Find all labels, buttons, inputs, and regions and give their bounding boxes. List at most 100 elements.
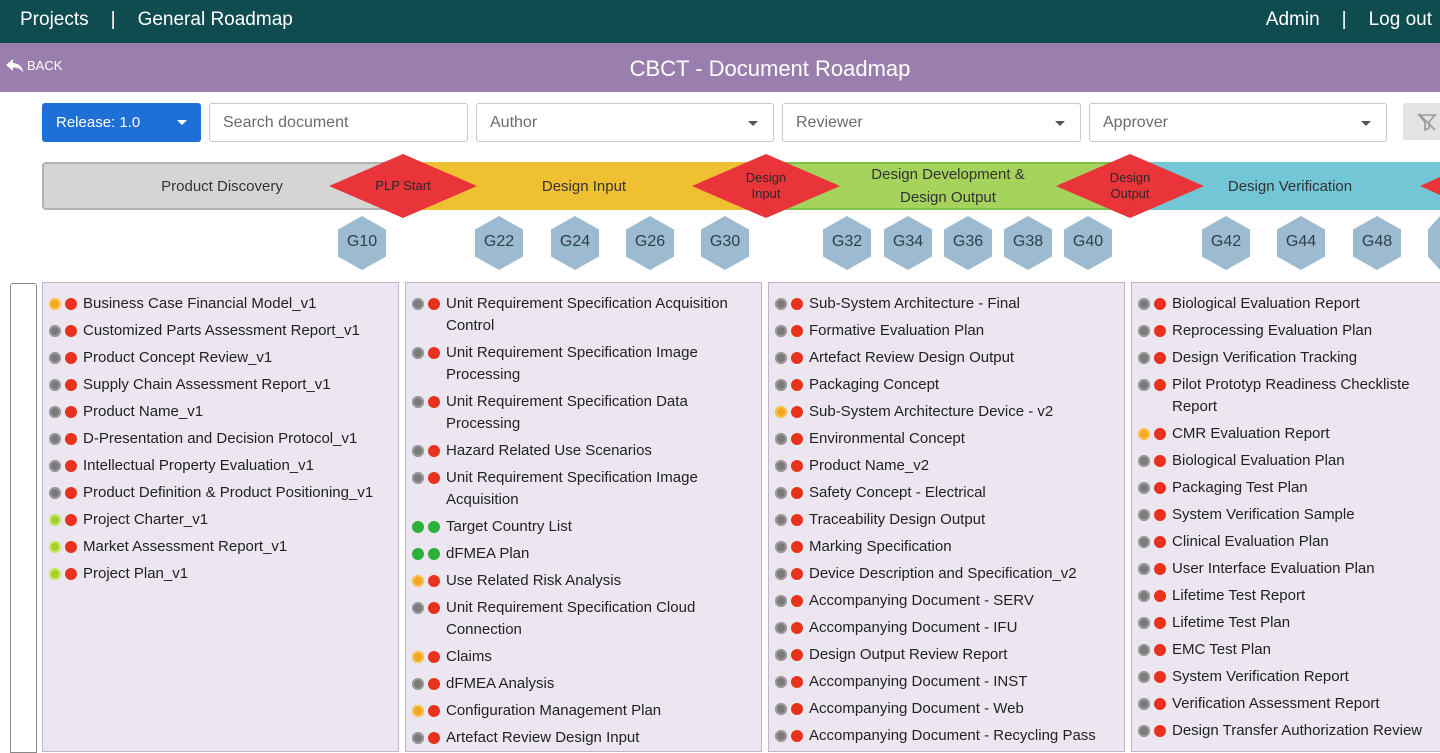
document-item[interactable]: Formative Evaluation Plan (775, 320, 1118, 342)
status-dot (428, 445, 440, 457)
document-item[interactable]: Device Description and Specification_v2 (775, 563, 1118, 585)
gate-g38[interactable]: G38 (1004, 216, 1052, 270)
document-item[interactable]: Accompanying Document - SERV (775, 590, 1118, 612)
logout-link[interactable]: Log out (1368, 9, 1432, 30)
document-item[interactable]: dFMEA Analysis (412, 673, 755, 695)
document-item[interactable]: Use Related Risk Analysis (412, 570, 755, 592)
admin-link[interactable]: Admin (1265, 9, 1320, 30)
author-select[interactable]: Author (476, 103, 774, 142)
gate-g44[interactable]: G44 (1277, 216, 1325, 270)
collapse-panel-toggle[interactable] (10, 283, 37, 753)
gate-g32[interactable]: G32 (823, 216, 871, 270)
document-item[interactable]: Supply Chain Assessment Report_v1 (49, 374, 392, 396)
document-item[interactable]: Environmental Concept (775, 428, 1118, 450)
document-item[interactable]: Target Country List (412, 516, 755, 538)
document-item[interactable]: Customized Parts Assessment Report_v1 (49, 320, 392, 342)
gate-g22[interactable]: G22 (475, 216, 523, 270)
status-indicators (412, 597, 440, 614)
document-item[interactable]: Safety Concept - Electrical (775, 482, 1118, 504)
document-item[interactable]: Artefact Review Design Output (775, 347, 1118, 369)
document-item[interactable]: Intellectual Property Evaluation_v1 (49, 455, 392, 477)
document-name: User Interface Evaluation Plan (1172, 560, 1375, 577)
gate-g26[interactable]: G26 (626, 216, 674, 270)
document-item[interactable]: Business Case Financial Model_v1 (49, 293, 392, 315)
document-item[interactable]: System Verification Report (1138, 666, 1440, 688)
document-item[interactable]: Lifetime Test Report (1138, 585, 1440, 607)
projects-link[interactable]: Projects (20, 9, 89, 30)
document-item[interactable]: Design Output Review Report (775, 644, 1118, 666)
approver-select[interactable]: Approver (1089, 103, 1387, 142)
general-roadmap-link[interactable]: General Roadmap (137, 9, 293, 30)
document-item[interactable]: Summative Evaluation Plan (1138, 747, 1440, 751)
status-dot (428, 521, 440, 533)
clear-filter-button[interactable] (1403, 103, 1440, 140)
document-item[interactable]: Design Transfer Authorization Review (1138, 720, 1440, 742)
search-document-input[interactable]: Search document (209, 103, 468, 142)
document-item[interactable]: Design Verification Tracking (1138, 347, 1440, 369)
gate-g48[interactable]: G48 (1353, 216, 1401, 270)
document-item[interactable]: Artefact Review Design Input (412, 727, 755, 749)
document-item[interactable]: Reprocessing Evaluation Plan (1138, 320, 1440, 342)
status-dot (428, 347, 440, 359)
document-item[interactable]: Unit Requirement Specification Cloud Con… (412, 597, 755, 641)
status-indicators (775, 293, 803, 310)
document-item[interactable]: Accompanying Document - IFU (775, 617, 1118, 639)
gate-label: G26 (634, 233, 666, 250)
document-item[interactable]: Pilot Prototyp Readiness Checkliste Repo… (1138, 374, 1440, 418)
gate-g34[interactable]: G34 (884, 216, 932, 270)
document-item[interactable]: Packaging Concept (775, 374, 1118, 396)
document-item[interactable]: Unit Requirement Specification Acquisiti… (412, 293, 755, 337)
document-item[interactable]: Sub-System Architecture Device - v2 (775, 401, 1118, 423)
document-item[interactable]: Biological Evaluation Plan (1138, 450, 1440, 472)
status-dot (1154, 617, 1166, 629)
document-name: Claims (446, 648, 492, 665)
document-item[interactable]: Market Assessment Report_v1 (49, 536, 392, 558)
hexagon-shape (338, 216, 386, 270)
document-item[interactable]: Claims (412, 646, 755, 668)
status-indicators (775, 590, 803, 607)
document-item[interactable]: Marking Specification (775, 536, 1118, 558)
document-item[interactable]: Product Name_v1 (49, 401, 392, 423)
document-item[interactable]: Project Plan_v1 (49, 563, 392, 585)
document-item[interactable]: Project Charter_v1 (49, 509, 392, 531)
document-item[interactable]: Unit Requirement Specification Image Acq… (412, 467, 755, 511)
document-item[interactable]: Product Name_v2 (775, 455, 1118, 477)
gate-g30[interactable]: G30 (701, 216, 749, 270)
document-item[interactable]: EMC Test Plan (1138, 639, 1440, 661)
status-dot (65, 514, 77, 526)
document-item[interactable]: Biological Evaluation Report (1138, 293, 1440, 315)
document-item[interactable]: D-Presentation and Decision Protocol_v1 (49, 428, 392, 450)
status-indicators (1138, 423, 1166, 440)
document-item[interactable]: Product Definition & Product Positioning… (49, 482, 392, 504)
document-item[interactable]: Accompanying Document - Recycling Pass (775, 725, 1118, 747)
status-dot (791, 325, 803, 337)
document-item[interactable]: Traceability Design Output (775, 509, 1118, 531)
gate-g42[interactable]: G42 (1202, 216, 1250, 270)
document-item[interactable]: Packaging Test Plan (1138, 477, 1440, 499)
document-item[interactable]: User Interface Evaluation Plan (1138, 558, 1440, 580)
document-item[interactable]: Accompanying Document - INST (775, 671, 1118, 693)
document-item[interactable]: Accompanying Document - Web (775, 698, 1118, 720)
gate-g10[interactable]: G10 (338, 216, 386, 270)
document-item[interactable]: Verification Assessment Report (1138, 693, 1440, 715)
document-item[interactable]: Sub-System Architecture - Final (775, 293, 1118, 315)
back-button[interactable]: BACK (6, 58, 62, 73)
document-item[interactable]: Unit Requirement Specification Image Pro… (412, 342, 755, 386)
gate-g24[interactable]: G24 (551, 216, 599, 270)
document-item[interactable]: Configuration Management Plan (412, 700, 755, 722)
document-item[interactable]: Hazard Related Use Scenarios (412, 440, 755, 462)
document-item[interactable]: Clinical Evaluation Plan (1138, 531, 1440, 553)
status-indicators (1138, 612, 1166, 629)
reviewer-select[interactable]: Reviewer (782, 103, 1081, 142)
gate-g40[interactable]: G40 (1064, 216, 1112, 270)
document-item[interactable]: System Verification Sample (1138, 504, 1440, 526)
release-dropdown[interactable]: Release: 1.0 (42, 103, 201, 142)
document-item[interactable]: dFMEA Plan (412, 543, 755, 565)
status-indicators (49, 428, 77, 445)
document-item[interactable]: Product Concept Review_v1 (49, 347, 392, 369)
gate-g36[interactable]: G36 (944, 216, 992, 270)
document-item[interactable]: Unit Requirement Specification Data Proc… (412, 391, 755, 435)
document-item[interactable]: CMR Evaluation Report (1138, 423, 1440, 445)
status-dot (65, 352, 77, 364)
document-item[interactable]: Lifetime Test Plan (1138, 612, 1440, 634)
